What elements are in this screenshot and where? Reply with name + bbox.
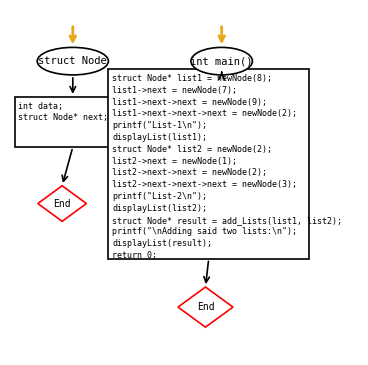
Polygon shape	[38, 186, 86, 221]
Text: End: End	[197, 302, 214, 312]
Text: End: End	[53, 199, 71, 208]
Polygon shape	[178, 287, 233, 327]
Text: int data;
struct Node* next;: int data; struct Node* next;	[18, 101, 109, 122]
Text: int main(): int main()	[190, 56, 253, 66]
FancyBboxPatch shape	[15, 97, 110, 147]
Text: struct Node* list1 = newNode(8);
list1->next = newNode(7);
list1->next->next = n: struct Node* list1 = newNode(8); list1->…	[112, 74, 342, 260]
Ellipse shape	[37, 47, 109, 75]
Ellipse shape	[191, 47, 252, 75]
Text: struct Node: struct Node	[38, 56, 107, 66]
FancyBboxPatch shape	[109, 69, 309, 258]
